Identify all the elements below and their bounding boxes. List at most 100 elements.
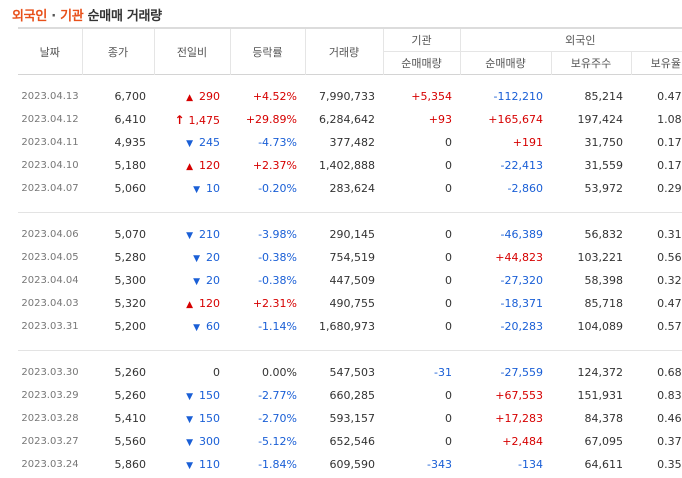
cell-rate: -1.14%: [230, 315, 305, 340]
cell-foreign-holdings: 104,089: [551, 315, 631, 340]
cell-foreign-ratio: 0.56%: [631, 246, 682, 269]
col-header-foreign-net: 순매매량: [460, 52, 551, 75]
group-divider: [18, 340, 682, 351]
net-trading-table: 날짜 종가 전일비 등락률 거래량 기관 외국인 순매매량 순매매량 보유주수 …: [18, 27, 682, 478]
down-triangle-icon: ▼: [186, 392, 193, 402]
change-value: 300: [199, 435, 220, 448]
cell-close: 5,180: [82, 154, 154, 177]
cell-foreign-net: +17,283: [460, 407, 551, 430]
cell-volume: 7,990,733: [305, 75, 383, 109]
cell-foreign-net: -134: [460, 453, 551, 478]
cell-change: ▼ 245: [154, 131, 230, 154]
cell-foreign-net: -27,320: [460, 269, 551, 292]
cell-foreign-holdings: 64,611: [551, 453, 631, 478]
cell-foreign-ratio: 0.32%: [631, 269, 682, 292]
change-value: 290: [199, 90, 220, 103]
cell-volume: 1,680,973: [305, 315, 383, 340]
change-value: 110: [199, 458, 220, 471]
change-value: 120: [199, 159, 220, 172]
cell-foreign-holdings: 124,372: [551, 351, 631, 385]
cell-rate: -0.38%: [230, 269, 305, 292]
cell-date: 2023.04.03: [18, 292, 82, 315]
cell-foreign-net: +44,823: [460, 246, 551, 269]
up-triangle-icon: ▲: [186, 162, 193, 172]
title-separator: ·: [47, 9, 60, 24]
cell-rate: 0.00%: [230, 351, 305, 385]
cell-foreign-net: +67,553: [460, 384, 551, 407]
cell-rate: -0.20%: [230, 177, 305, 202]
cell-inst-net: -31: [383, 351, 460, 385]
cell-foreign-holdings: 31,559: [551, 154, 631, 177]
cell-foreign-ratio: 0.57%: [631, 315, 682, 340]
cell-date: 2023.03.27: [18, 430, 82, 453]
cell-rate: -0.38%: [230, 246, 305, 269]
cell-rate: -3.98%: [230, 213, 305, 247]
cell-date: 2023.03.31: [18, 315, 82, 340]
down-triangle-icon: ▼: [193, 323, 200, 333]
cell-volume: 754,519: [305, 246, 383, 269]
cell-foreign-net: -2,860: [460, 177, 551, 202]
cell-foreign-holdings: 84,378: [551, 407, 631, 430]
col-header-date: 날짜: [18, 28, 82, 75]
down-triangle-icon: ▼: [186, 461, 193, 471]
cell-foreign-net: -112,210: [460, 75, 551, 109]
col-header-change: 전일비: [154, 28, 230, 75]
cell-inst-net: +5,354: [383, 75, 460, 109]
down-triangle-icon: ▼: [193, 185, 200, 195]
cell-change: ▲ 290: [154, 75, 230, 109]
cell-foreign-holdings: 85,718: [551, 292, 631, 315]
cell-change: ▼20: [154, 269, 230, 292]
cell-rate: +4.52%: [230, 75, 305, 109]
cell-inst-net: -343: [383, 453, 460, 478]
cell-change: 0: [154, 351, 230, 385]
cell-rate: -4.73%: [230, 131, 305, 154]
cell-foreign-ratio: 0.29%: [631, 177, 682, 202]
cell-inst-net: 0: [383, 246, 460, 269]
cell-foreign-holdings: 58,398: [551, 269, 631, 292]
cell-date: 2023.03.30: [18, 351, 82, 385]
col-group-foreign: 외국인: [460, 28, 682, 52]
down-triangle-icon: ▼: [186, 231, 193, 241]
col-header-rate: 등락률: [230, 28, 305, 75]
cell-inst-net: 0: [383, 384, 460, 407]
group-divider: [18, 202, 682, 213]
change-value: 245: [199, 136, 220, 149]
cell-foreign-net: -18,371: [460, 292, 551, 315]
col-header-close: 종가: [82, 28, 154, 75]
down-triangle-icon: ▼: [186, 415, 193, 425]
cell-change: ▲ 120: [154, 154, 230, 177]
cell-inst-net: 0: [383, 131, 460, 154]
cell-inst-net: 0: [383, 213, 460, 247]
cell-volume: 290,145: [305, 213, 383, 247]
up-triangle-icon: ▲: [186, 93, 193, 103]
cell-volume: 652,546: [305, 430, 383, 453]
title-foreign: 외국인: [12, 9, 47, 24]
cell-rate: -2.77%: [230, 384, 305, 407]
cell-close: 5,320: [82, 292, 154, 315]
col-header-foreign-ratio: 보유율: [631, 52, 682, 75]
cell-close: 5,560: [82, 430, 154, 453]
cell-rate: +29.89%: [230, 108, 305, 131]
change-value: 60: [206, 320, 220, 333]
up-triangle-icon: ▲: [186, 300, 193, 310]
cell-volume: 6,284,642: [305, 108, 383, 131]
cell-foreign-ratio: 0.46%: [631, 407, 682, 430]
title-institution: 기관: [60, 9, 83, 24]
cell-volume: 283,624: [305, 177, 383, 202]
cell-close: 5,260: [82, 351, 154, 385]
cell-rate: +2.37%: [230, 154, 305, 177]
cell-close: 5,300: [82, 269, 154, 292]
cell-volume: 447,509: [305, 269, 383, 292]
cell-volume: 1,402,888: [305, 154, 383, 177]
down-triangle-icon: ▼: [186, 139, 193, 149]
cell-change: ▼10: [154, 177, 230, 202]
cell-foreign-holdings: 53,972: [551, 177, 631, 202]
cell-close: 6,700: [82, 75, 154, 109]
